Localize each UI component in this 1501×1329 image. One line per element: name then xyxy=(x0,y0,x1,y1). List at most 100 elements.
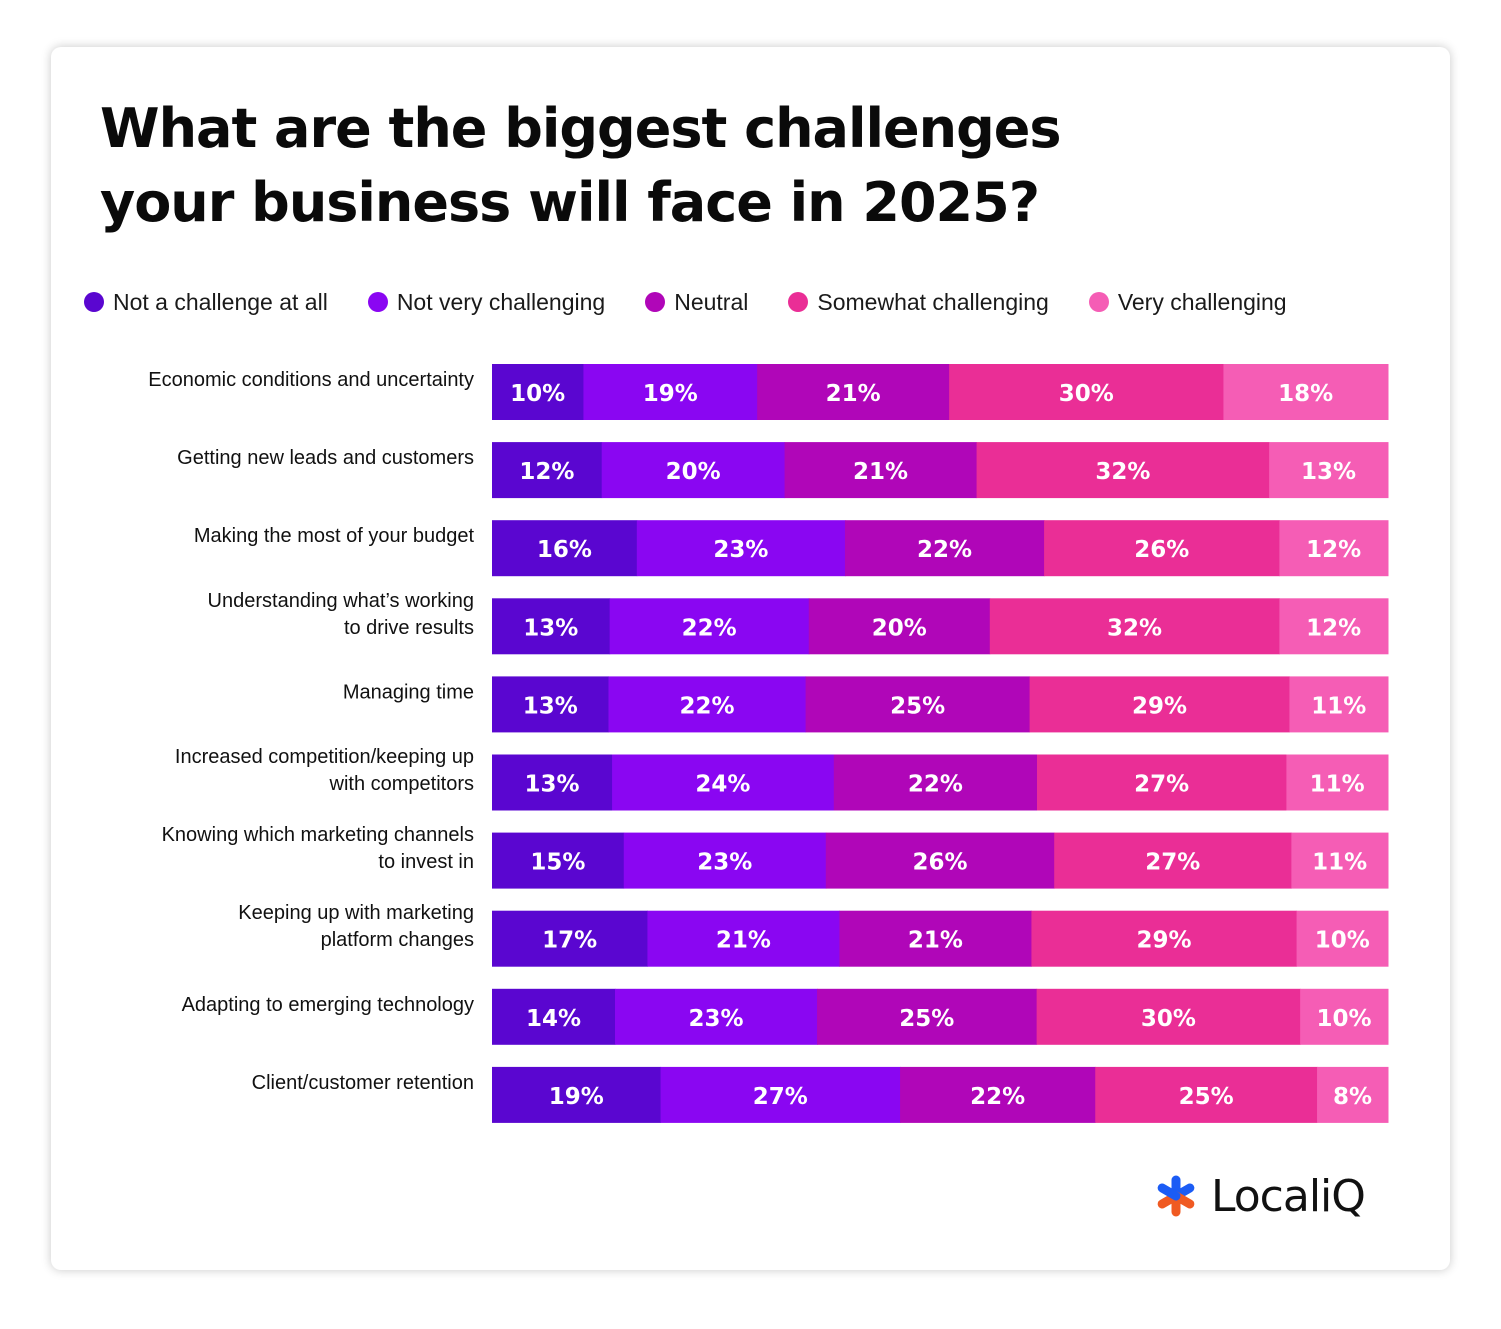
legend-swatch xyxy=(645,292,666,312)
value-label: 21% xyxy=(908,928,963,954)
value-label: 22% xyxy=(970,1084,1025,1110)
value-label: 30% xyxy=(1059,381,1114,407)
bar-segment xyxy=(833,754,1038,811)
value-label: 10% xyxy=(1317,1006,1372,1032)
value-label: 25% xyxy=(1179,1084,1234,1110)
value-label: 30% xyxy=(1141,1006,1196,1032)
bar-segment xyxy=(1054,832,1292,889)
bar-segment xyxy=(492,442,603,499)
value-label: 21% xyxy=(716,928,771,954)
bar-segment xyxy=(623,832,827,889)
bar-segment xyxy=(808,598,991,655)
value-label: 27% xyxy=(753,1084,808,1110)
legend-item: Not very challenging xyxy=(367,289,605,316)
bar-segment xyxy=(1029,676,1290,733)
value-label: 12% xyxy=(1306,615,1361,641)
category-label-line: Managing time xyxy=(343,681,474,703)
bar-segment xyxy=(900,1066,1096,1123)
legend-item: Not a challenge at all xyxy=(84,289,328,316)
category-label-line: Economic conditions and uncertainty xyxy=(148,369,474,391)
bar-segment xyxy=(839,910,1032,967)
bar-segment xyxy=(660,1066,901,1123)
chart-legend: Not a challenge at all Not very challengi… xyxy=(84,287,1404,317)
legend-swatch xyxy=(1088,292,1109,312)
chart-card xyxy=(51,47,1450,1270)
value-label: 13% xyxy=(523,615,578,641)
legend-label: Somewhat challenging xyxy=(817,288,1049,315)
bar-segment xyxy=(612,754,835,811)
value-label: 22% xyxy=(917,537,972,563)
bar-segment xyxy=(1036,754,1287,811)
value-label: 22% xyxy=(908,772,963,798)
localiq-asterisk-icon xyxy=(1157,1175,1195,1217)
bar-segment xyxy=(492,988,616,1045)
value-label: 20% xyxy=(666,459,721,485)
value-label: 11% xyxy=(1310,772,1365,798)
category-label: Managing time xyxy=(343,681,474,703)
value-label: 14% xyxy=(526,1006,581,1032)
chart-title: What are the biggest challenges your bus… xyxy=(100,97,1062,234)
bar-segment xyxy=(805,676,1031,733)
bar-segment xyxy=(1296,910,1389,967)
value-label: 21% xyxy=(826,381,881,407)
value-label: 32% xyxy=(1107,615,1162,641)
value-label: 23% xyxy=(713,537,768,563)
value-label: 26% xyxy=(912,850,967,876)
bar-segment xyxy=(492,910,648,967)
bar-segment xyxy=(608,676,807,733)
bar-segment xyxy=(492,364,584,420)
value-label: 8% xyxy=(1333,1084,1372,1110)
bar-segment xyxy=(825,832,1055,889)
bar-segment xyxy=(601,442,786,499)
category-label: Making the most of your budget xyxy=(194,525,475,547)
category-label: Knowing which marketing channels to inves… xyxy=(162,824,474,873)
legend-item: Neutral xyxy=(645,289,748,316)
bar-segment xyxy=(492,754,613,811)
bar-segment xyxy=(757,364,950,420)
value-label: 11% xyxy=(1311,693,1366,719)
legend-item: Somewhat challenging xyxy=(788,288,1049,316)
bar-segment xyxy=(636,520,846,577)
bar-segment xyxy=(647,910,840,967)
legend-swatch xyxy=(788,292,809,312)
category-label: Getting new leads and customers xyxy=(177,447,474,469)
category-label-line: Getting new leads and customers xyxy=(177,447,474,469)
value-label: 10% xyxy=(1315,928,1370,954)
bar-segment xyxy=(1289,676,1389,733)
category-label-line: Adapting to emerging technology xyxy=(182,994,474,1016)
bar-segment xyxy=(583,364,758,420)
bar-segment xyxy=(784,442,978,499)
bar-segment xyxy=(817,988,1038,1045)
category-label-line: Knowing which marketing channels xyxy=(162,824,474,846)
category-label-line: Client/customer retention xyxy=(252,1072,474,1094)
category-label-line: to invest in xyxy=(378,851,474,873)
value-label: 15% xyxy=(530,850,585,876)
localiq-logo: LocaliQ xyxy=(1153,1170,1366,1222)
value-label: 13% xyxy=(523,693,578,719)
value-label: 18% xyxy=(1278,381,1333,407)
legend-label: Very challenging xyxy=(1117,288,1287,315)
bar-segment xyxy=(1031,910,1298,967)
value-label: 23% xyxy=(688,1006,743,1032)
value-label: 25% xyxy=(890,693,945,719)
value-label: 29% xyxy=(1136,928,1191,954)
bar-segment xyxy=(609,598,810,655)
value-label: 21% xyxy=(853,459,908,485)
bar-segment xyxy=(1317,1066,1389,1123)
value-label: 25% xyxy=(899,1006,954,1032)
category-label: Client/customer retention xyxy=(252,1072,474,1094)
value-label: 22% xyxy=(682,615,737,641)
category-label-line: Making the most of your budget xyxy=(194,525,475,547)
value-label: 16% xyxy=(537,537,592,563)
bar-segment xyxy=(1279,598,1389,655)
value-label: 10% xyxy=(510,381,565,407)
logo-text: LocaliQ xyxy=(1211,1170,1366,1222)
bar-segment xyxy=(949,364,1224,420)
bar-segment xyxy=(844,520,1045,577)
category-label: Keeping up with marketing platform change… xyxy=(238,902,474,951)
value-label: 12% xyxy=(1306,537,1361,563)
logo-arm xyxy=(1157,1183,1181,1201)
category-label-line: Understanding what’s working xyxy=(208,590,474,612)
category-label-line: to drive results xyxy=(344,617,474,639)
